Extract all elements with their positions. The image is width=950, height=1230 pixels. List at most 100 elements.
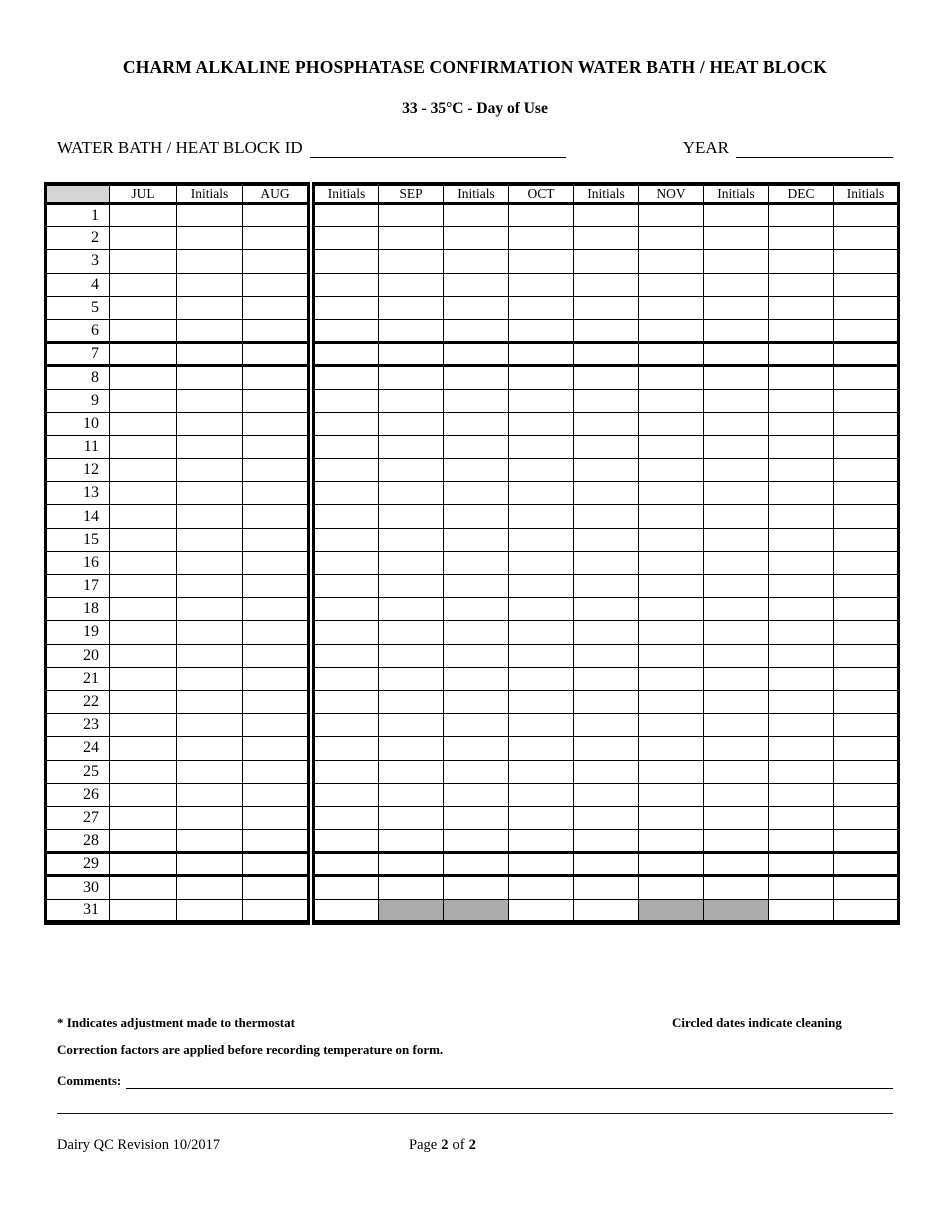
entry-cell-initials-oct-14 bbox=[573, 504, 639, 529]
entry-cell-initials-aug-16 bbox=[313, 550, 379, 576]
table-row-day-23: 23 bbox=[45, 713, 309, 738]
footer-row: Dairy QC Revision 10/2017 Page 2 of 2 bbox=[57, 1137, 893, 1154]
entry-cell-dec-7 bbox=[768, 341, 834, 367]
entry-cell-sep-8 bbox=[378, 364, 444, 390]
entry-cell-initials-aug-19 bbox=[313, 620, 379, 645]
correction-note: Correction factors are applied before re… bbox=[57, 1042, 444, 1057]
day-number-cell: 15 bbox=[45, 527, 110, 552]
column-header-nov: NOV bbox=[638, 183, 704, 205]
entry-cell-nov-4 bbox=[638, 272, 704, 297]
entry-cell-initials-dec-25 bbox=[833, 759, 899, 784]
comments-label: Comments: bbox=[57, 1073, 122, 1088]
entry-cell-initials-sep-13 bbox=[443, 481, 509, 506]
entry-cell-jul-6 bbox=[109, 318, 177, 344]
entry-cell-nov-19 bbox=[638, 620, 704, 645]
entry-cell-jul-3 bbox=[109, 249, 177, 274]
entry-cell-aug-1 bbox=[242, 202, 309, 228]
day-number-cell: 19 bbox=[45, 620, 110, 645]
entry-cell-initials-sep-24 bbox=[443, 736, 509, 761]
entry-cell-initials-oct-3 bbox=[573, 249, 639, 274]
entry-cell-initials-jul-30 bbox=[176, 874, 243, 900]
day-number-cell: 3 bbox=[45, 249, 110, 274]
column-header-initials-aug: Initials bbox=[313, 183, 379, 205]
entry-cell-initials-sep-12 bbox=[443, 458, 509, 483]
table-row-day-26: 26 bbox=[45, 782, 309, 807]
column-header-jul: JUL bbox=[109, 183, 177, 205]
table-row-day-21: 21 bbox=[45, 666, 309, 691]
entry-cell-initials-aug-15 bbox=[313, 527, 379, 552]
entry-cell-nov-14 bbox=[638, 504, 704, 529]
entry-cell-initials-nov-8 bbox=[703, 364, 769, 390]
table-row-day-3 bbox=[313, 249, 899, 274]
entry-cell-initials-dec-20 bbox=[833, 643, 899, 668]
entry-cell-initials-oct-19 bbox=[573, 620, 639, 645]
entry-cell-aug-9 bbox=[242, 388, 309, 413]
entry-cell-oct-28 bbox=[508, 829, 574, 854]
entry-cell-oct-29 bbox=[508, 851, 574, 877]
entry-cell-initials-jul-2 bbox=[176, 226, 243, 251]
table-row-day-2: 2 bbox=[45, 226, 309, 251]
entry-cell-jul-15 bbox=[109, 527, 177, 552]
entry-cell-oct-16 bbox=[508, 550, 574, 576]
entry-cell-initials-dec-22 bbox=[833, 689, 899, 715]
entry-cell-nov-12 bbox=[638, 458, 704, 483]
entry-cell-jul-27 bbox=[109, 805, 177, 831]
table-row-day-24: 24 bbox=[45, 736, 309, 761]
entry-cell-dec-23 bbox=[768, 713, 834, 738]
entry-cell-initials-aug-21 bbox=[313, 666, 379, 691]
table-row-day-19 bbox=[313, 620, 899, 645]
day-number-cell: 14 bbox=[45, 504, 110, 529]
table-row-day-10: 10 bbox=[45, 411, 309, 436]
entry-cell-initials-dec-15 bbox=[833, 527, 899, 552]
revision-text: Dairy QC Revision 10/2017 bbox=[57, 1137, 221, 1153]
entry-cell-initials-aug-29 bbox=[313, 851, 379, 877]
entry-cell-aug-31 bbox=[242, 898, 309, 923]
entry-cell-initials-oct-29 bbox=[573, 851, 639, 877]
entry-cell-dec-9 bbox=[768, 388, 834, 413]
entry-cell-initials-nov-20 bbox=[703, 643, 769, 668]
table-row-day-18: 18 bbox=[45, 597, 309, 622]
entry-cell-initials-jul-8 bbox=[176, 364, 243, 390]
entry-cell-initials-nov-12 bbox=[703, 458, 769, 483]
entry-cell-initials-sep-7 bbox=[443, 341, 509, 367]
table-row-day-12: 12 bbox=[45, 458, 309, 483]
page-word: Page bbox=[409, 1137, 438, 1153]
entry-cell-initials-nov-2 bbox=[703, 226, 769, 251]
table-row-day-9 bbox=[313, 388, 899, 413]
entry-cell-aug-18 bbox=[242, 597, 309, 622]
entry-cell-jul-28 bbox=[109, 829, 177, 854]
entry-cell-initials-aug-14 bbox=[313, 504, 379, 529]
entry-cell-initials-sep-11 bbox=[443, 434, 509, 460]
table-row-day-25: 25 bbox=[45, 759, 309, 784]
entry-cell-initials-sep-3 bbox=[443, 249, 509, 274]
entry-cell-initials-aug-4 bbox=[313, 272, 379, 297]
entry-cell-initials-aug-25 bbox=[313, 759, 379, 784]
entry-cell-nov-25 bbox=[638, 759, 704, 784]
cleaning-note: Circled dates indicate cleaning bbox=[672, 1015, 842, 1030]
entry-cell-initials-dec-31 bbox=[833, 898, 899, 923]
blocked-cell-sep-31 bbox=[378, 898, 444, 923]
entry-cell-initials-oct-20 bbox=[573, 643, 639, 668]
entry-cell-dec-3 bbox=[768, 249, 834, 274]
entry-cell-initials-sep-20 bbox=[443, 643, 509, 668]
entry-cell-initials-nov-15 bbox=[703, 527, 769, 552]
entry-cell-sep-29 bbox=[378, 851, 444, 877]
entry-cell-initials-jul-25 bbox=[176, 759, 243, 784]
entry-cell-initials-jul-7 bbox=[176, 341, 243, 367]
entry-cell-initials-nov-5 bbox=[703, 295, 769, 320]
entry-cell-initials-oct-4 bbox=[573, 272, 639, 297]
entry-cell-sep-5 bbox=[378, 295, 444, 320]
header-row: Initials SEP Initials OCT Initials NOV Initial… bbox=[313, 183, 899, 205]
entry-cell-dec-17 bbox=[768, 573, 834, 599]
entry-cell-initials-dec-5 bbox=[833, 295, 899, 320]
entry-cell-initials-aug-13 bbox=[313, 481, 379, 506]
entry-cell-jul-14 bbox=[109, 504, 177, 529]
entry-cell-oct-18 bbox=[508, 597, 574, 622]
entry-cell-initials-sep-26 bbox=[443, 782, 509, 807]
day-number-cell: 10 bbox=[45, 411, 110, 436]
table-row-day-20 bbox=[313, 643, 899, 668]
column-header-sep: SEP bbox=[378, 183, 444, 205]
entry-cell-dec-22 bbox=[768, 689, 834, 715]
entry-cell-initials-aug-30 bbox=[313, 874, 379, 900]
